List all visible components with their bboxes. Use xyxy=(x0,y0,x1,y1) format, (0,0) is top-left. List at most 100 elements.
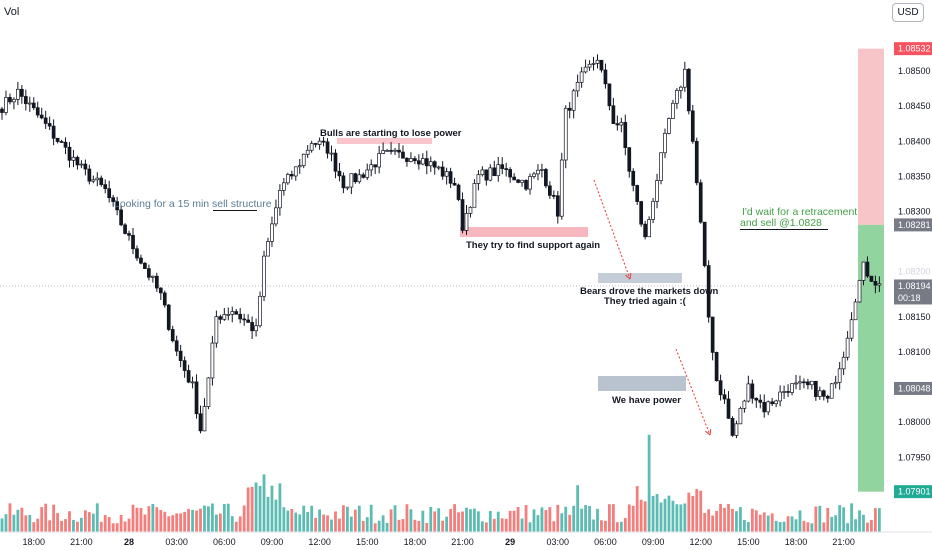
candle-body xyxy=(599,59,604,71)
volume-bar xyxy=(754,510,758,532)
target-price-tag-bg xyxy=(894,485,932,499)
candle-body xyxy=(619,122,624,126)
candle-body xyxy=(377,153,381,168)
candle-body xyxy=(821,390,826,397)
candle-body xyxy=(841,356,846,370)
candle-body xyxy=(139,257,143,264)
candle-body xyxy=(829,383,834,399)
candle-body xyxy=(671,102,675,119)
candle-body xyxy=(194,381,199,415)
volume-bar xyxy=(60,520,63,532)
price-tick-label: 1.08150 xyxy=(898,312,931,322)
volume-bar xyxy=(302,505,306,532)
volume-bar xyxy=(798,510,802,532)
volume-bar xyxy=(528,522,532,532)
volume-bar xyxy=(373,523,377,532)
volume-bar xyxy=(695,489,699,532)
volume-bar xyxy=(163,511,167,532)
volume-bar xyxy=(87,512,91,532)
volume-bar xyxy=(258,485,262,532)
volume-bar xyxy=(715,510,718,532)
volume-bar xyxy=(842,507,846,532)
volume-bar xyxy=(338,518,341,532)
volume-bar xyxy=(8,503,12,532)
volume-bar xyxy=(187,508,190,532)
countdown-tag-bg xyxy=(894,291,932,305)
volume-bar xyxy=(179,513,183,532)
volume-bar xyxy=(627,504,631,532)
volume-bar xyxy=(536,515,540,532)
candle-body xyxy=(186,370,191,383)
volume-bar xyxy=(623,518,627,532)
volume-bar xyxy=(492,518,496,532)
volume-bar xyxy=(286,510,290,532)
volume-bar xyxy=(449,508,453,532)
volume-bar xyxy=(369,504,373,532)
candle-body xyxy=(333,152,338,172)
volume-bar xyxy=(278,483,282,532)
volume-bar xyxy=(306,512,310,532)
candle-body xyxy=(758,399,763,403)
candle-body xyxy=(270,223,274,242)
candle-body xyxy=(817,390,822,397)
volume-bar xyxy=(834,515,838,532)
candle-body xyxy=(111,197,116,202)
volume-bar xyxy=(91,513,95,532)
volume-bar xyxy=(175,513,179,532)
volume-bar xyxy=(80,517,83,532)
candle-body xyxy=(786,391,790,393)
volume-bar xyxy=(592,519,595,532)
volume-bar xyxy=(242,505,246,532)
volume-bar xyxy=(639,499,643,532)
annotation-bulls-losing: Bulls are starting to lose power xyxy=(320,128,462,139)
volume-bar xyxy=(143,514,147,532)
price-tick-label: 1.08300 xyxy=(898,207,931,217)
currency-button[interactable]: USD xyxy=(892,3,924,22)
candle-body xyxy=(289,174,294,177)
candle-body xyxy=(448,171,453,184)
entry-price-tag: 1.08281 xyxy=(898,220,931,230)
candle-body xyxy=(202,406,207,432)
volume-bar xyxy=(619,521,623,532)
volume-bar xyxy=(20,507,24,532)
volume-bar xyxy=(246,487,250,532)
volume-bar xyxy=(127,518,131,532)
volume-bar xyxy=(361,521,365,532)
volume-bar xyxy=(770,513,774,532)
volume-bar xyxy=(794,519,798,532)
volume-bar xyxy=(123,521,127,532)
volume-bar xyxy=(826,507,830,532)
candle-body xyxy=(31,102,36,109)
time-axis-background xyxy=(0,532,932,550)
candle-body xyxy=(555,195,560,217)
volume-bar xyxy=(183,511,187,532)
candle-body xyxy=(575,82,580,92)
volume-bar xyxy=(683,503,687,532)
arrow-power xyxy=(675,348,711,436)
volume-bar xyxy=(544,510,548,532)
candle-body xyxy=(309,143,314,151)
volume-bar xyxy=(508,510,512,532)
low-price-tag-bg xyxy=(894,381,932,395)
candle-body xyxy=(182,360,187,371)
volume-bar xyxy=(191,509,194,532)
candle-body xyxy=(754,397,759,401)
volume-bar xyxy=(405,504,409,532)
volume-bar xyxy=(48,520,52,532)
candle-body xyxy=(143,262,147,269)
candle-body xyxy=(611,105,616,124)
candle-body xyxy=(464,213,469,231)
candle-body xyxy=(79,163,84,166)
candle-body xyxy=(432,161,437,168)
candle-body xyxy=(702,221,707,266)
volume-bar xyxy=(822,522,826,532)
annotation-sell-level: and sell @1.0828 xyxy=(740,217,822,229)
candle-body xyxy=(877,283,882,286)
volume-bar xyxy=(357,505,361,532)
candle-body xyxy=(667,118,671,134)
volume-bar xyxy=(548,507,552,532)
candle-body xyxy=(686,68,691,112)
volume-bar xyxy=(655,494,659,532)
candle-body xyxy=(8,97,12,103)
